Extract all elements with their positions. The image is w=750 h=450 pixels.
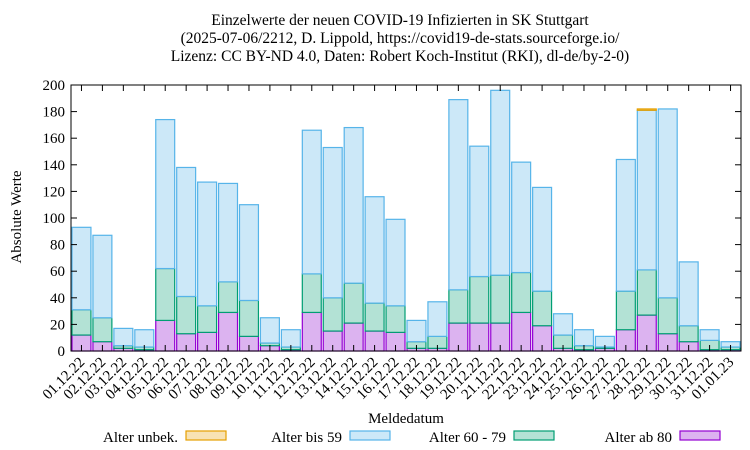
bar-alter-bis-59-28 <box>657 108 678 299</box>
chart-title-line-2: (2025-07-06/2212, D. Lippold, https://co… <box>180 30 620 47</box>
bar-alter-bis-59-24 <box>573 329 595 347</box>
bar-alter-bis-59-21 <box>511 161 532 274</box>
legend: Alter unbek. Alter bis 59 Alter 60 - 79 Alt… <box>103 430 721 446</box>
bar-alter-60-79-13 <box>343 282 364 324</box>
bar-alter-bis-59-2 <box>113 327 134 347</box>
bar-alter-60-79-12 <box>322 297 343 332</box>
bar-alter-bis-59-0 <box>71 226 92 311</box>
bar-alter-bis-59-26 <box>615 158 636 292</box>
bar-alter-bis-59-23 <box>552 313 574 336</box>
bar-alter-bis-59-1 <box>92 234 113 319</box>
bar-alter-60-79-7 <box>217 281 239 314</box>
y-tick-label: 120 <box>43 184 66 200</box>
y-tick-label: 60 <box>50 264 65 280</box>
bar-alter-60-79-19 <box>469 275 490 324</box>
chart-title-line-1: Einzelwerte der neuen COVID-19 Infiziert… <box>211 12 589 29</box>
bar-alter-bis-59-30 <box>699 329 720 341</box>
y-axis-label: Absolute Werte <box>9 170 25 263</box>
x-axis-label: Meldedatum <box>368 411 444 427</box>
bar-alter-60-79-18 <box>448 289 469 324</box>
bar-alter-bis-59-7 <box>217 182 239 283</box>
bar-alter-bis-59-12 <box>322 146 343 299</box>
bar-alter-60-79-27 <box>636 269 657 316</box>
y-tick-label: 40 <box>50 291 65 307</box>
bar-alter-bis-59-6 <box>197 181 218 307</box>
bar-alter-60-79-5 <box>176 295 197 335</box>
bar-alter-60-79-15 <box>385 305 406 333</box>
bar-alter-60-79-22 <box>532 290 553 327</box>
y-tick-label: 200 <box>43 78 66 94</box>
bar-alter-bis-59-8 <box>238 204 260 302</box>
bar-alter-60-79-14 <box>364 302 385 332</box>
legend-swatch <box>185 430 227 441</box>
bar-alter-60-79-29 <box>678 325 699 343</box>
y-tick-label: 140 <box>43 158 66 174</box>
bar-alter-bis-59-22 <box>532 186 553 292</box>
bar-alter-bis-59-20 <box>490 89 511 276</box>
bar-alter-bis-59-17 <box>427 301 448 337</box>
bar-alter-bis-59-3 <box>134 329 155 348</box>
bar-alter-bis-59-16 <box>406 319 427 343</box>
bar-alter-bis-59-9 <box>259 317 280 344</box>
bar-alter-60-79-4 <box>155 267 176 322</box>
legend-swatch <box>349 430 391 441</box>
bar-alter-bis-59-11 <box>301 129 322 275</box>
y-tick-label: 0 <box>58 344 66 360</box>
bar-alter-60-79-1 <box>92 317 113 343</box>
bar-alter-unbek--27 <box>636 108 657 111</box>
bar-alter-bis-59-4 <box>155 118 176 270</box>
bar-alter-60-79-11 <box>301 273 322 314</box>
bar-alter-bis-59-27 <box>636 109 657 271</box>
y-tick-label: 80 <box>50 238 65 254</box>
legend-label: Alter ab 80 <box>605 430 672 446</box>
bar-alter-60-79-6 <box>197 305 218 333</box>
bar-alter-bis-59-19 <box>469 145 490 278</box>
bar-alter-bis-59-15 <box>385 218 406 307</box>
bar-alter-60-79-21 <box>511 271 532 314</box>
y-tick-label: 100 <box>43 211 66 227</box>
legend-swatch <box>679 430 721 441</box>
legend-swatch <box>513 430 555 441</box>
bar-alter-60-79-8 <box>238 299 260 337</box>
chart-title: Einzelwerte der neuen COVID-19 Infiziert… <box>0 12 750 66</box>
y-tick-label: 160 <box>43 131 66 147</box>
y-tick-label: 20 <box>50 317 65 333</box>
bar-alter-bis-59-14 <box>364 196 385 304</box>
bar-alter-bis-59-13 <box>343 126 364 284</box>
bar-alter-60-79-20 <box>490 274 511 324</box>
legend-label: Alter unbek. <box>103 430 178 446</box>
bar-alter-60-79-0 <box>71 309 92 336</box>
bar-alter-bis-59-29 <box>678 261 699 327</box>
y-tick-label: 180 <box>43 105 66 121</box>
bar-alter-bis-59-18 <box>448 99 469 291</box>
bar-alter-bis-59-10 <box>280 329 301 348</box>
legend-label: Alter bis 59 <box>271 430 342 446</box>
bar-alter-60-79-26 <box>615 290 636 331</box>
chart-title-line-3: Lizenz: CC BY-ND 4.0, Daten: Robert Koch… <box>170 48 630 65</box>
bar-alter-bis-59-5 <box>176 166 197 298</box>
legend-label: Alter 60 - 79 <box>429 430 506 446</box>
bars-layer <box>71 89 741 352</box>
bar-alter-60-79-28 <box>657 297 678 335</box>
